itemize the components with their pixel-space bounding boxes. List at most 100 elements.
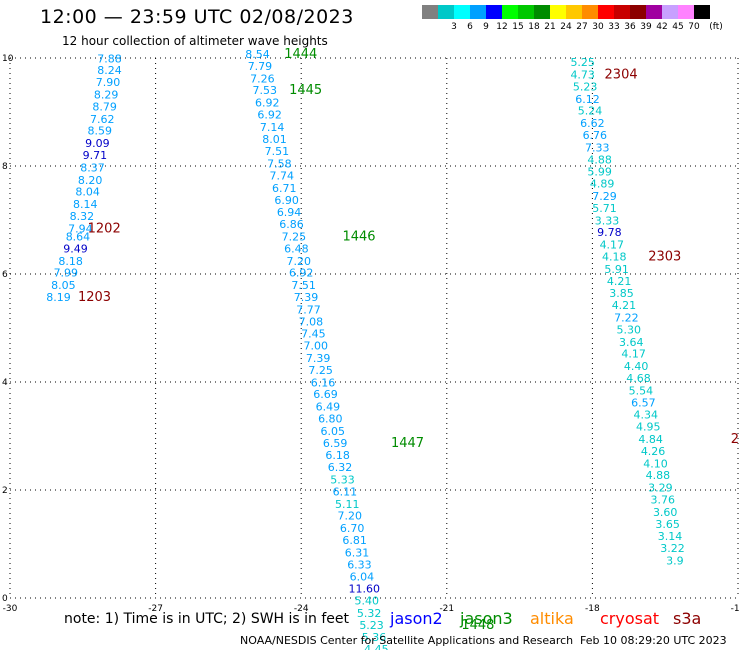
- data-point-label: 7.79: [248, 60, 273, 73]
- data-point-label: 3.76: [651, 494, 676, 507]
- legend-unit: (ft): [709, 22, 723, 32]
- footer-credit: NOAA/NESDIS Center for Satellite Applica…: [240, 634, 574, 647]
- legend-swatch: [454, 5, 470, 19]
- legend-swatch: [582, 5, 598, 19]
- data-point-label: 8.05: [51, 279, 76, 292]
- data-point-label: 7.22: [614, 312, 639, 325]
- data-point-label: 4.17: [600, 239, 625, 252]
- data-point-label: 5.24: [578, 105, 603, 118]
- data-point-label: 6.94: [277, 206, 302, 219]
- y-tick-label: 10: [2, 54, 14, 64]
- data-point-label: 4.10: [643, 457, 668, 470]
- data-point-label: 6.49: [316, 401, 341, 414]
- data-point-label: 8.24: [97, 64, 122, 77]
- data-point-label: 7.00: [304, 340, 329, 353]
- data-point-label: 6.80: [318, 413, 343, 426]
- legend-swatch: [662, 5, 678, 19]
- legend-label: 6: [467, 22, 473, 32]
- data-point-label: 9.71: [83, 149, 108, 162]
- data-point-label: 5.11: [335, 498, 360, 511]
- data-point-label: 7.94: [68, 222, 93, 235]
- legend-label: 27: [576, 22, 588, 32]
- pass-time-label: 1202: [88, 221, 121, 236]
- data-point-label: 8.19: [46, 291, 71, 304]
- y-tick-label: 2: [2, 486, 8, 496]
- data-point-label: 6.71: [272, 182, 297, 195]
- x-tick-label: -21: [439, 604, 454, 614]
- x-tick-label: -18: [585, 604, 600, 614]
- data-point-label: 6.69: [313, 388, 338, 401]
- data-point-label: 7.29: [592, 190, 617, 203]
- data-point-label: 4.68: [626, 372, 651, 385]
- data-point-label: 4.84: [638, 433, 663, 446]
- data-point-label: 5.25: [570, 56, 595, 69]
- data-point-label: 3.60: [653, 506, 678, 519]
- data-point-label: 3.65: [655, 518, 680, 531]
- data-point-label: 6.05: [320, 425, 345, 438]
- data-point-label: 6.31: [345, 546, 370, 559]
- data-point-label: 9.49: [63, 242, 88, 255]
- legend-label: 36: [624, 22, 636, 32]
- data-point-label: 3.33: [595, 214, 620, 227]
- data-point-label: 7.51: [291, 279, 316, 292]
- data-point-label: 8.54: [245, 48, 270, 61]
- data-point-label: 7.58: [267, 158, 292, 171]
- pass-time-label: 1203: [78, 290, 111, 305]
- data-point-label: 8.04: [75, 186, 100, 199]
- pass-time-label: 1447: [391, 436, 424, 451]
- data-point-label: 6.92: [257, 108, 282, 121]
- data-point-label: 5.23: [573, 80, 598, 93]
- satellite-cryosat: cryosat: [600, 609, 660, 628]
- data-point-label: 7.25: [308, 364, 333, 377]
- legend-swatch: [534, 5, 550, 19]
- data-point-label: 6.11: [333, 485, 358, 498]
- data-point-label: 8.14: [73, 198, 98, 211]
- data-point-label: 6.76: [583, 129, 608, 142]
- data-point-label: 3.22: [660, 542, 685, 555]
- data-point-label: 7.51: [265, 145, 290, 158]
- data-point-label: 8.32: [70, 210, 95, 223]
- data-point-label: 3.29: [648, 482, 673, 495]
- legend-label: 30: [592, 22, 604, 32]
- legend-swatch: [678, 5, 694, 19]
- data-point-label: 4.21: [607, 275, 632, 288]
- footer-timestamp: Feb 10 08:29:20 UTC 2023: [580, 634, 727, 647]
- data-point-label: 7.26: [250, 72, 275, 85]
- satellite-jason3: jason3: [460, 609, 513, 628]
- legend-swatch: [694, 5, 710, 19]
- data-point-label: 7.08: [299, 315, 324, 328]
- x-tick-label: -15: [731, 604, 740, 614]
- data-point-label: 7.99: [54, 267, 79, 280]
- data-point-label: 3.64: [619, 336, 644, 349]
- data-point-label: 4.88: [587, 153, 612, 166]
- data-point-label: 8.79: [92, 100, 117, 113]
- pass-time-label: 2: [731, 432, 739, 447]
- chart-subtitle: 12 hour collection of altimeter wave hei…: [62, 34, 328, 48]
- data-point-label: 4.88: [646, 469, 671, 482]
- data-point-label: 6.04: [350, 571, 375, 584]
- data-point-label: 7.77: [296, 303, 321, 316]
- pass-time-label: 1445: [289, 83, 322, 98]
- data-point-label: 7.62: [90, 113, 115, 126]
- data-point-label: 5.71: [592, 202, 617, 215]
- legend-label: 45: [672, 22, 684, 32]
- data-point-label: 5.32: [357, 607, 382, 620]
- data-point-label: 6.90: [274, 194, 299, 207]
- data-point-label: 4.17: [621, 348, 646, 361]
- data-point-label: 6.12: [575, 93, 600, 106]
- legend-label: 33: [608, 22, 620, 32]
- data-point-label: 8.59: [88, 125, 113, 138]
- legend-label: 3: [451, 22, 457, 32]
- data-point-label: 4.89: [590, 178, 615, 191]
- data-point-label: 8.01: [262, 133, 287, 146]
- data-point-label: 6.62: [580, 117, 605, 130]
- pass-time-label: 1448: [461, 618, 494, 633]
- data-point-label: 4.45: [364, 643, 389, 650]
- legend-swatch: [422, 5, 438, 19]
- legend-label: 15: [512, 22, 524, 32]
- data-point-label: 6.81: [342, 534, 367, 547]
- y-tick-label: 4: [2, 378, 8, 388]
- data-point-label: 4.34: [634, 409, 659, 422]
- legend-swatch: [470, 5, 486, 19]
- y-tick-label: 6: [2, 270, 8, 280]
